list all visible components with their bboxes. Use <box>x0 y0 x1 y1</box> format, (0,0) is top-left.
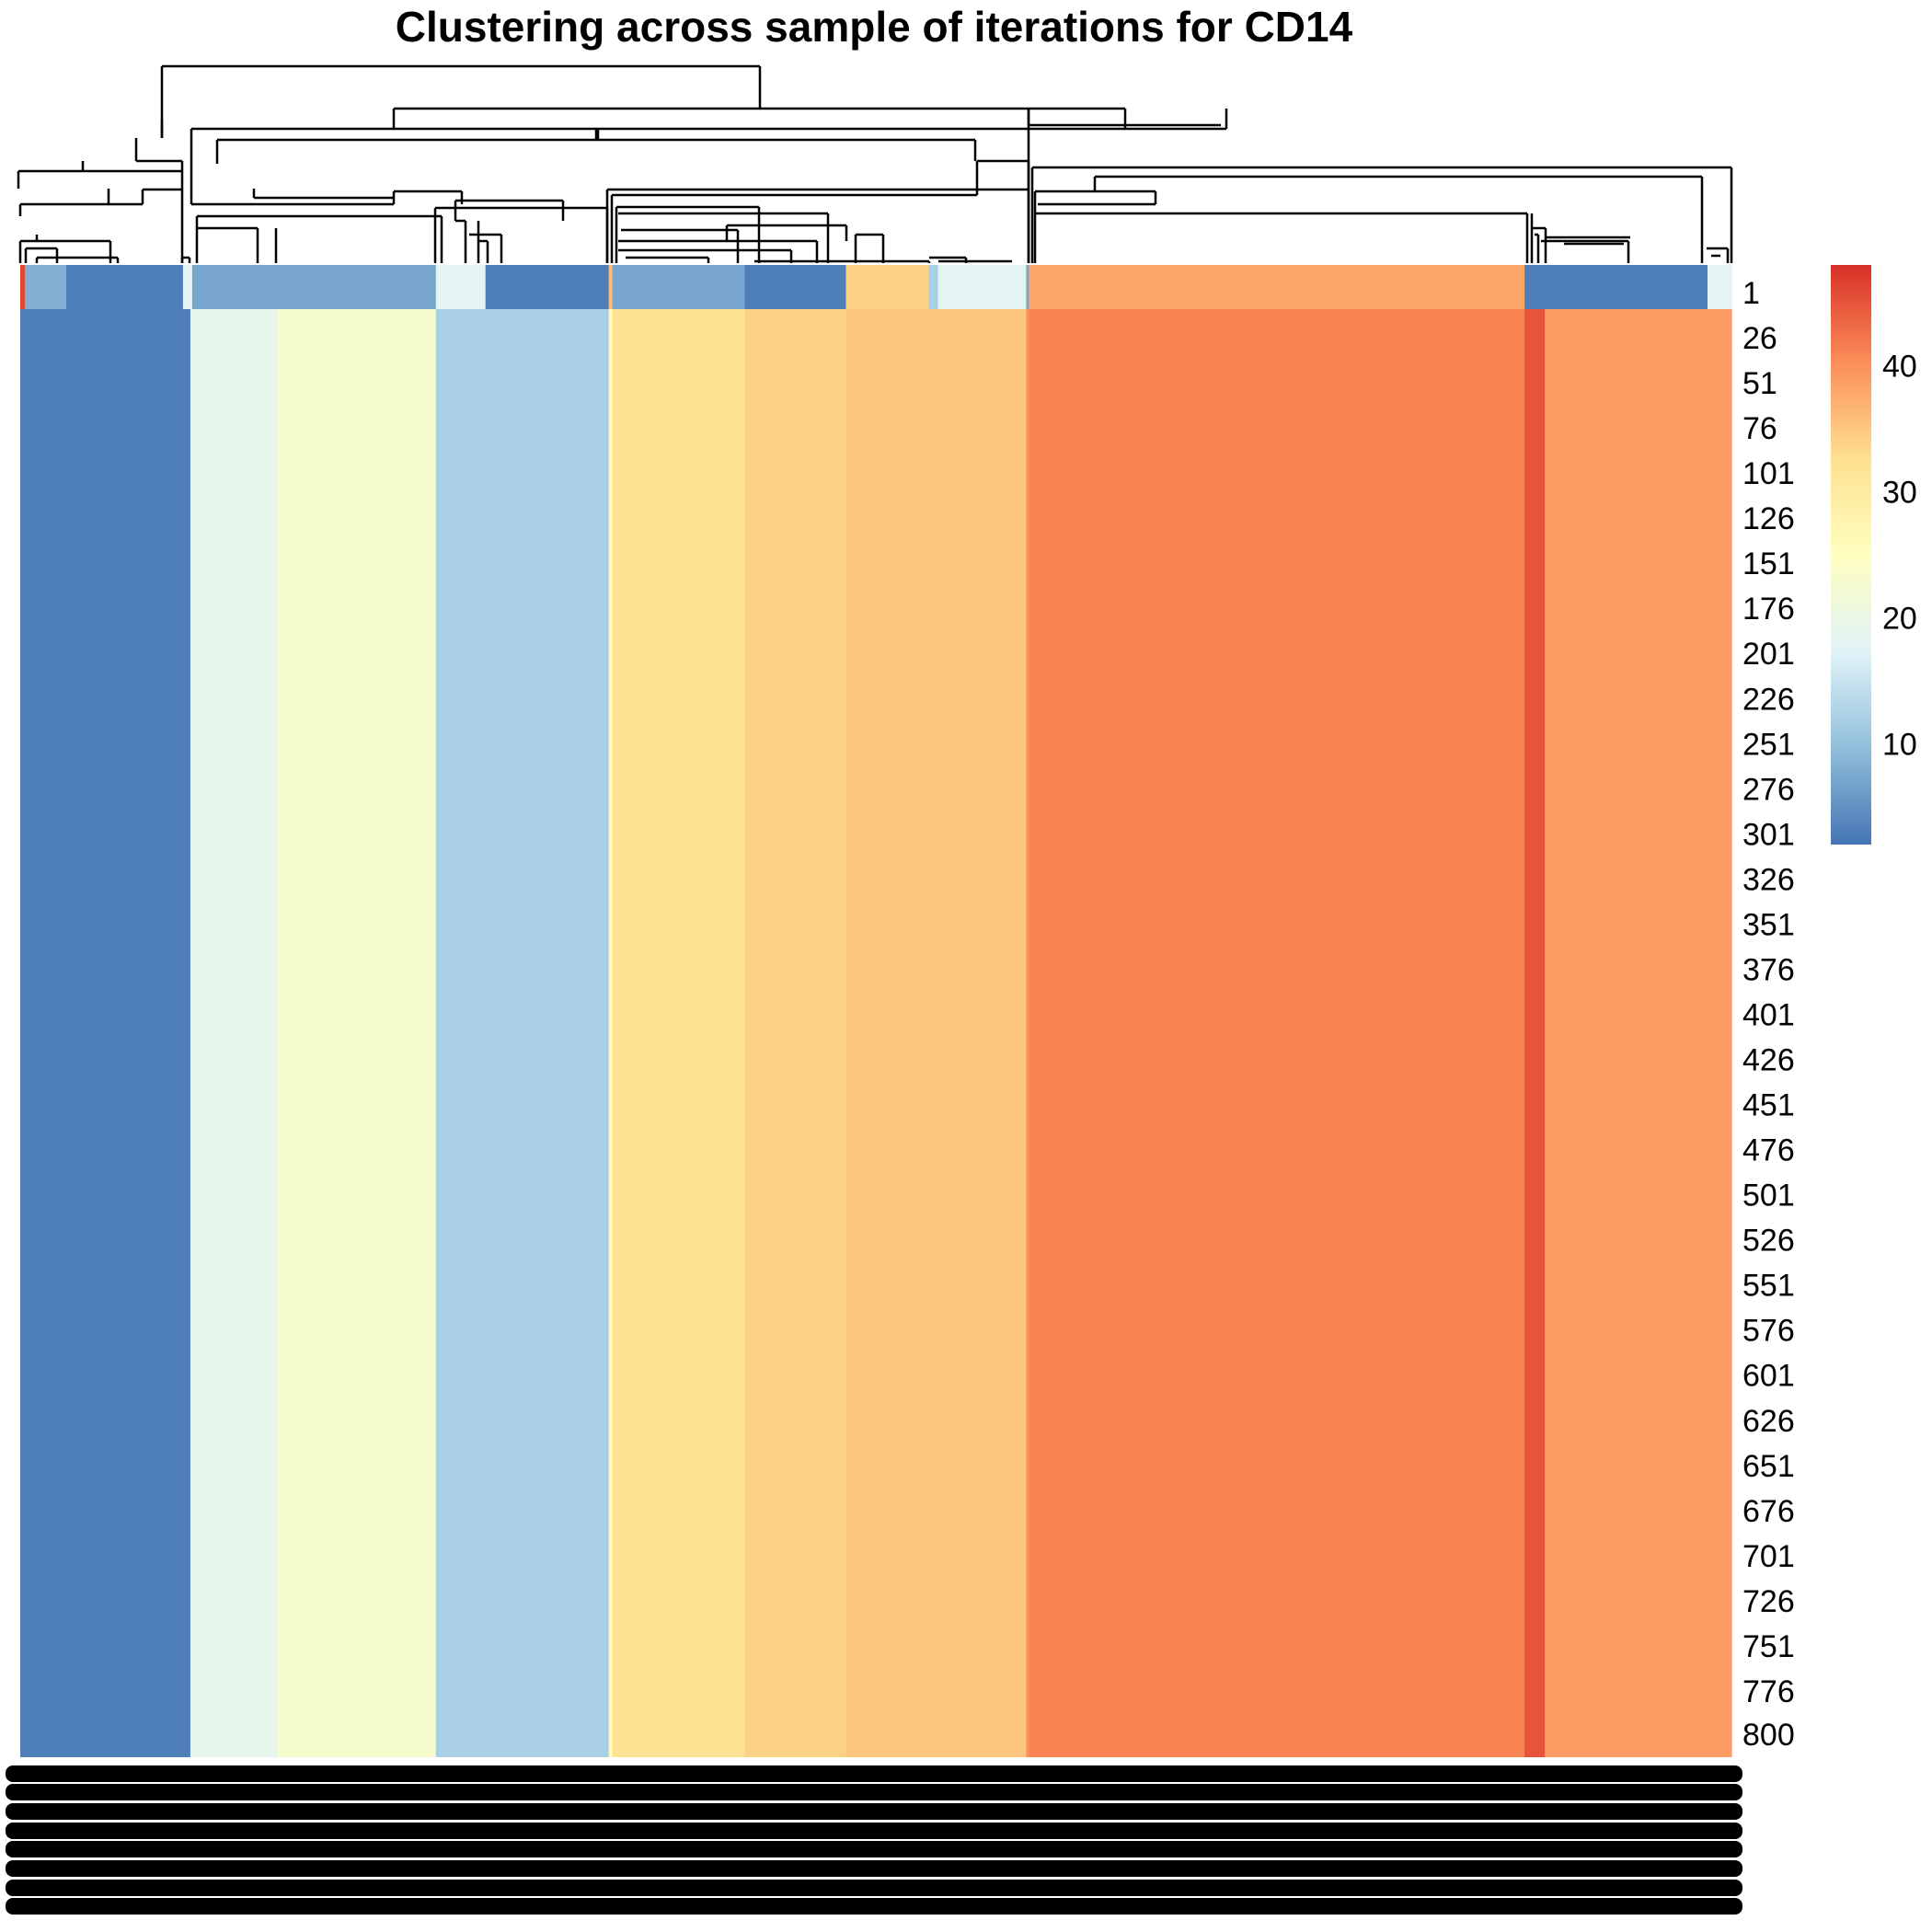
row-label: 351 <box>1742 907 1795 942</box>
colorbar-tick-label: 40 <box>1882 350 1917 385</box>
heatmap-cell-body-2 <box>277 309 437 1757</box>
row-label: 301 <box>1742 817 1795 852</box>
heatmap-cell-row1-2 <box>65 265 184 309</box>
column-label-band <box>6 1898 1742 1915</box>
row-label: 526 <box>1742 1224 1795 1259</box>
row-labels: 1265176101126151176201226251276301326351… <box>1742 276 1795 1753</box>
heatmap-cell-body-4 <box>608 309 614 1757</box>
row-label: 176 <box>1742 592 1795 627</box>
column-labels <box>6 1765 1742 1915</box>
heatmap-cell-row1-16 <box>1524 265 1546 309</box>
row-label: 626 <box>1742 1404 1795 1439</box>
row-label: 276 <box>1742 772 1795 807</box>
column-label-band <box>6 1841 1742 1857</box>
column-dendrogram <box>17 64 1733 263</box>
heatmap-cell-body-0 <box>20 309 191 1757</box>
row-label: 51 <box>1742 366 1777 401</box>
heatmap-body <box>20 265 1732 1757</box>
colorbar-tick-label: 20 <box>1882 601 1917 636</box>
row-label: 776 <box>1742 1674 1795 1709</box>
row-label: 376 <box>1742 952 1795 987</box>
heatmap-cell-row1-12 <box>928 265 939 309</box>
row-label: 426 <box>1742 1043 1795 1078</box>
heatmap-cell-body-10 <box>1524 309 1546 1757</box>
heatmap-cell-body-1 <box>190 309 279 1757</box>
colorbar-gradient <box>1831 265 1871 845</box>
row-label: 451 <box>1742 1088 1795 1123</box>
row-label: 201 <box>1742 637 1795 672</box>
heatmap-cell-row1-8 <box>608 265 614 309</box>
chart-title: Clustering across sample of iterations f… <box>396 3 1353 51</box>
row-label: 101 <box>1742 456 1795 491</box>
row-label: 26 <box>1742 321 1777 356</box>
row-label: 226 <box>1742 682 1795 717</box>
heatmap-cell-body-3 <box>435 309 610 1757</box>
colorbar-tick-label: 10 <box>1882 727 1917 762</box>
heatmap-cell-row1-17 <box>1545 265 1708 309</box>
heatmap-cell-row1-1 <box>24 265 67 309</box>
row-label: 251 <box>1742 727 1795 762</box>
row-label: 401 <box>1742 997 1795 1032</box>
row-label: 726 <box>1742 1584 1795 1619</box>
row-label: 326 <box>1742 862 1795 897</box>
row-label: 476 <box>1742 1133 1795 1168</box>
column-label-band <box>6 1803 1742 1820</box>
color-legend: 10 20 30 40 <box>1831 265 1917 845</box>
heatmap-cell-row1-6 <box>435 265 487 309</box>
heatmap-cell-row1-5 <box>277 265 437 309</box>
row-label: 651 <box>1742 1449 1795 1484</box>
row-label: 800 <box>1742 1718 1795 1753</box>
heatmap-cell-row1-15 <box>1029 265 1525 309</box>
heatmap-cell-body-5 <box>612 309 746 1757</box>
row-label: 701 <box>1742 1539 1795 1574</box>
heatmap-cell-row1-13 <box>937 265 1028 309</box>
row-label: 501 <box>1742 1179 1795 1213</box>
row-label: 76 <box>1742 411 1777 446</box>
heatmap-cell-body-8 <box>1026 309 1030 1757</box>
row-label: 126 <box>1742 501 1795 536</box>
heatmap-cell-row1-11 <box>845 265 930 309</box>
row-label: 751 <box>1742 1629 1795 1664</box>
heatmap-cell-body-9 <box>1029 309 1525 1757</box>
heatmap-cell-row1-0 <box>20 265 26 309</box>
heatmap-cell-row1-4 <box>191 265 279 309</box>
heatmap-cell-body-11 <box>1545 309 1732 1757</box>
column-label-band <box>6 1823 1742 1839</box>
heatmap-cell-row1-7 <box>485 265 610 309</box>
heatmap-cell-row1-10 <box>744 265 847 309</box>
column-label-band <box>6 1880 1742 1896</box>
heatmap-cell-body-7 <box>845 309 1028 1757</box>
heatmap-cell-row1-14 <box>1026 265 1030 309</box>
heatmap-cell-row1-3 <box>182 265 193 309</box>
heatmap-cell-row1-18 <box>1708 265 1732 309</box>
column-label-band <box>6 1784 1742 1800</box>
column-label-band <box>6 1765 1742 1782</box>
row-label: 551 <box>1742 1269 1795 1304</box>
row-label: 151 <box>1742 546 1795 581</box>
row-label: 576 <box>1742 1314 1795 1349</box>
row-label: 676 <box>1742 1494 1795 1529</box>
heatmap-cell-row1-9 <box>612 265 746 309</box>
row-label: 1 <box>1742 276 1760 311</box>
row-label: 601 <box>1742 1359 1795 1394</box>
colorbar-tick-label: 30 <box>1882 476 1917 511</box>
heatmap-cell-body-6 <box>744 309 847 1757</box>
column-label-band <box>6 1860 1742 1877</box>
